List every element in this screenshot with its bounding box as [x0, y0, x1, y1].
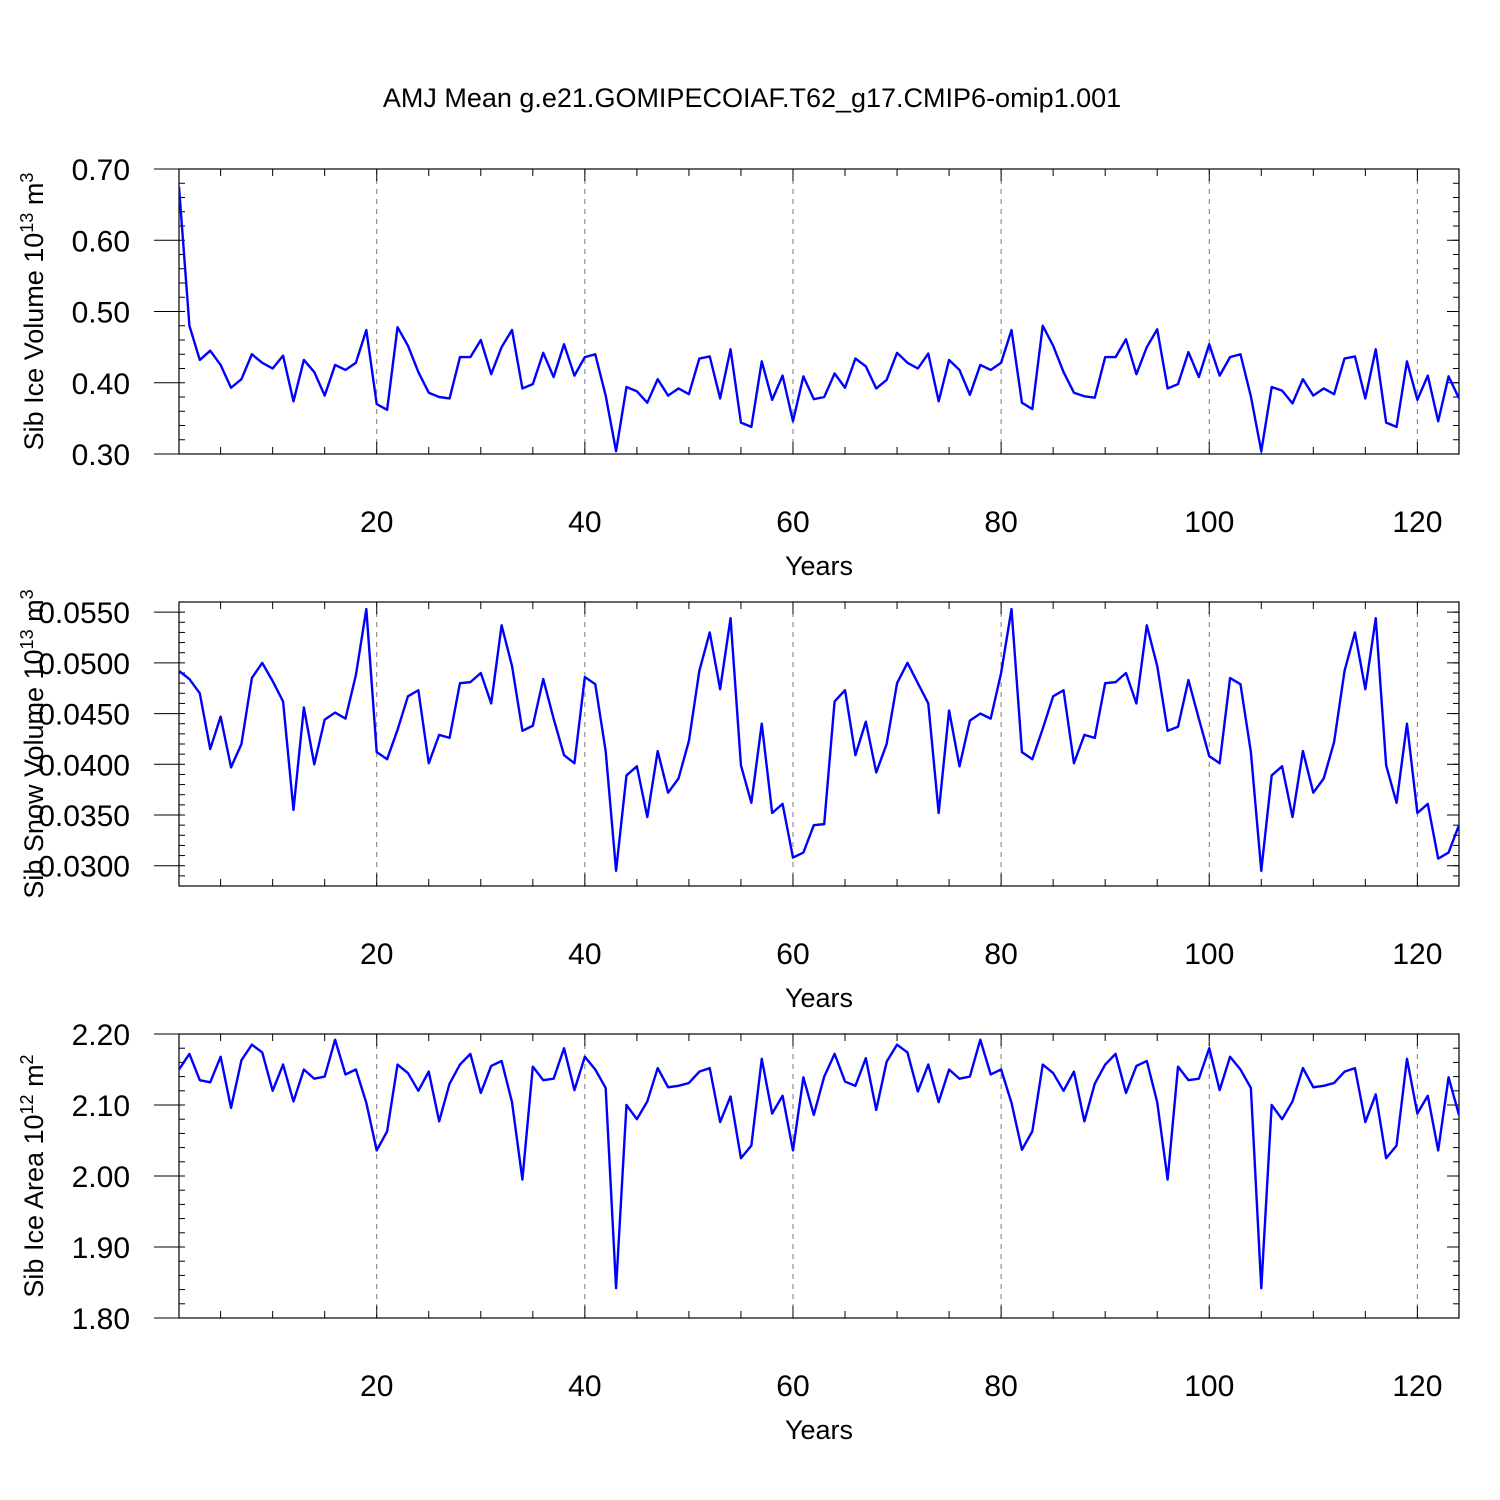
x-tick-label: 40	[568, 1370, 601, 1403]
y-tick-label: 0.0300	[38, 851, 130, 884]
y-tick-label: 0.60	[72, 225, 130, 258]
y-tick-label: 0.40	[72, 368, 130, 401]
x-axis-label: Years	[785, 551, 853, 581]
x-tick-label: 100	[1184, 938, 1234, 971]
y-tick-label: 2.20	[72, 1019, 130, 1052]
chart-panel-1: 0.30 0.40 0.50 0.60 0.70 20 40 60 80 100 120 Years S…	[17, 154, 1460, 581]
y-tick-label: 2.10	[72, 1090, 130, 1123]
y-tick-label: 0.70	[72, 154, 130, 187]
x-tick-label: 60	[776, 938, 809, 971]
y-axis-label: Sib Snow Volume 1013 m3	[17, 589, 49, 898]
x-tick-label: 120	[1392, 506, 1442, 539]
y-axis-label: Sib Ice Area 1012 m2	[17, 1054, 49, 1297]
x-tick-label: 120	[1392, 938, 1442, 971]
x-tick-label: 20	[360, 506, 393, 539]
chart-panel-2: 0.0300 0.0350 0.0400 0.0450 0.0500 0.0550 20 40…	[17, 589, 1460, 1013]
x-tick-label: 80	[984, 1370, 1017, 1403]
x-axis-label: Years	[785, 1415, 853, 1445]
x-tick-label: 20	[360, 1370, 393, 1403]
chart-panels: 0.30 0.40 0.50 0.60 0.70 20 40 60 80 100 120 Years S…	[17, 154, 1460, 1445]
x-tick-label: 100	[1184, 1370, 1234, 1403]
chart-panel-3: 1.80 1.90 2.00 2.10 2.20 20 40 60 80 100 120 Years S…	[17, 1019, 1460, 1445]
x-tick-label: 120	[1392, 1370, 1442, 1403]
series-line	[179, 1038, 1459, 1290]
y-axis-label: Sib Ice Volume 1013 m3	[17, 173, 49, 451]
y-tick-label: 2.00	[72, 1161, 130, 1194]
y-tick-label: 0.0450	[38, 699, 130, 732]
plot-frame	[178, 601, 1460, 887]
x-tick-label: 100	[1184, 506, 1234, 539]
x-axis-label: Years	[785, 983, 853, 1013]
x-tick-label: 20	[360, 938, 393, 971]
y-tick-label: 0.0400	[38, 749, 130, 782]
x-tick-label: 80	[984, 506, 1017, 539]
x-tick-label: 40	[568, 506, 601, 539]
series-line	[179, 186, 1459, 453]
x-tick-label: 60	[776, 506, 809, 539]
x-tick-label: 80	[984, 938, 1017, 971]
y-tick-label: 0.0350	[38, 800, 130, 833]
x-tick-label: 40	[568, 938, 601, 971]
y-tick-label: 1.90	[72, 1232, 130, 1265]
series-line	[179, 607, 1459, 872]
y-tick-label: 0.0500	[38, 648, 130, 681]
figure-title: AMJ Mean g.e21.GOMIPECOIAF.T62_g17.CMIP6…	[383, 83, 1121, 113]
y-tick-label: 0.50	[72, 297, 130, 330]
x-tick-label: 60	[776, 1370, 809, 1403]
y-tick-label: 0.0550	[38, 597, 130, 630]
y-tick-label: 1.80	[72, 1303, 130, 1336]
y-tick-label: 0.30	[72, 439, 130, 472]
